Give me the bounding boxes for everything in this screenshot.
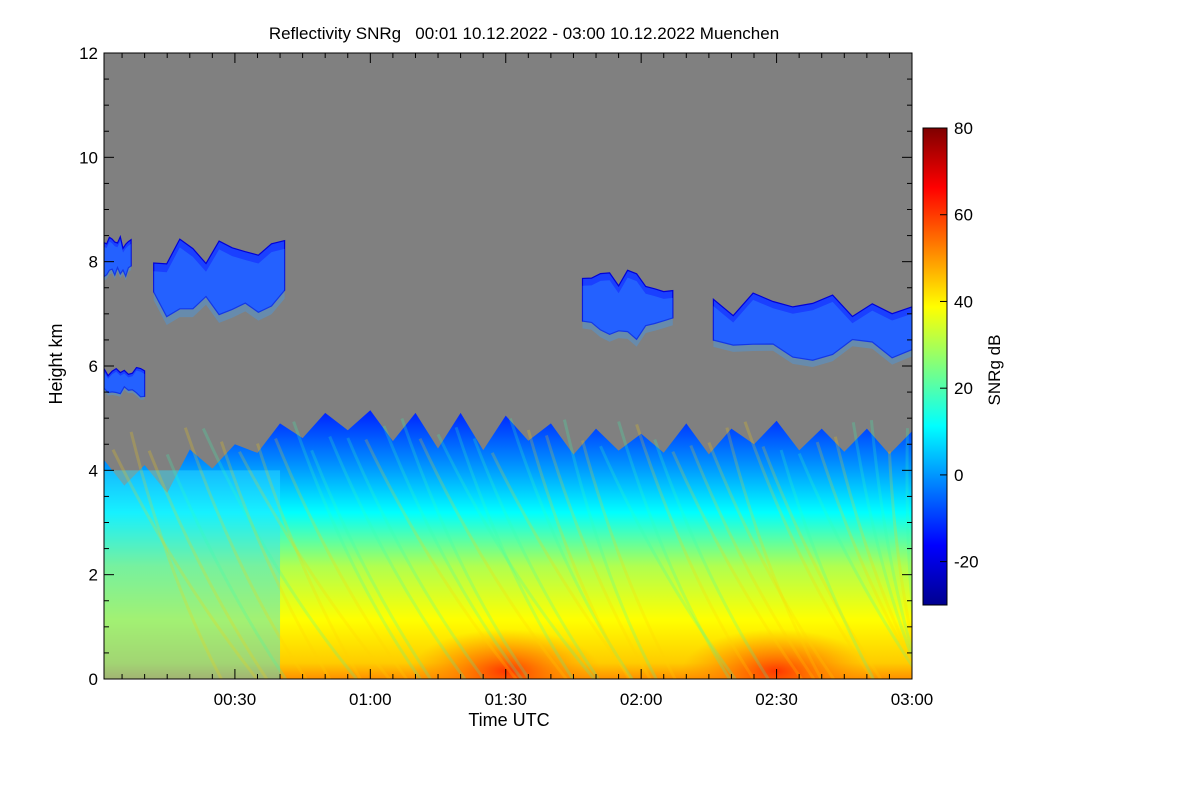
precipitation-echo bbox=[104, 410, 912, 679]
y-tick-label: 12 bbox=[79, 44, 98, 63]
fall-streak bbox=[887, 451, 912, 647]
y-tick-label: 2 bbox=[89, 566, 98, 585]
low-signal-region bbox=[104, 470, 281, 679]
fall-streak bbox=[328, 435, 467, 679]
x-tick-label: 00:30 bbox=[214, 690, 257, 709]
x-tick-label: 03:00 bbox=[891, 690, 934, 709]
fall-streak bbox=[635, 423, 755, 679]
fall-streak bbox=[183, 427, 308, 679]
fall-streak bbox=[671, 450, 803, 679]
fall-streak bbox=[707, 442, 835, 679]
y-axis: 0 2 4 6 8 10 12 bbox=[79, 44, 912, 689]
fall-streak bbox=[905, 428, 912, 621]
colorbar-tick-label: 20 bbox=[954, 379, 973, 398]
fall-streak bbox=[562, 419, 658, 679]
cloud-layer bbox=[712, 292, 912, 361]
fall-streak bbox=[797, 453, 912, 669]
chart-title: Reflectivity SNRg 00:01 10.12.2022 - 03:… bbox=[269, 24, 779, 43]
fall-streak bbox=[165, 453, 287, 679]
colorbar-tick-label: 40 bbox=[954, 292, 973, 311]
fall-streak bbox=[490, 452, 633, 679]
fall-streak bbox=[274, 438, 408, 679]
y-tick-label: 4 bbox=[89, 461, 98, 480]
fall-streak bbox=[653, 439, 770, 679]
fall-streak bbox=[851, 422, 912, 661]
fall-streak bbox=[815, 441, 912, 667]
y-tick-label: 6 bbox=[89, 357, 98, 376]
colorbar-label: SNRg dB bbox=[985, 335, 1004, 406]
fall-streak bbox=[364, 438, 518, 679]
x-tick-label: 01:30 bbox=[484, 690, 527, 709]
fall-streak bbox=[382, 425, 523, 679]
fall-streak bbox=[400, 418, 531, 679]
y-tick-label: 8 bbox=[89, 253, 98, 272]
fall-streak bbox=[454, 426, 575, 679]
y-tick-label: 10 bbox=[79, 148, 98, 167]
fall-streak bbox=[779, 449, 875, 679]
colorbar-tick-label: 80 bbox=[954, 119, 973, 138]
fall-streak bbox=[599, 445, 737, 679]
cloud-layer-core bbox=[104, 240, 132, 281]
colorbar-scale bbox=[922, 127, 948, 606]
cloud-layer bbox=[104, 234, 132, 278]
x-tick-label: 01:00 bbox=[349, 690, 392, 709]
fall-streak bbox=[617, 421, 731, 679]
colorbar-tick-label: 60 bbox=[954, 206, 973, 225]
y-axis-label: Height km bbox=[46, 323, 66, 404]
fall-streak bbox=[292, 421, 422, 679]
cloud-layer bbox=[104, 366, 146, 398]
colorbar: -20 0 20 40 60 80 SNRg dB bbox=[922, 119, 1004, 606]
fall-streak bbox=[346, 437, 486, 679]
cloud-layer bbox=[581, 269, 674, 341]
fall-streak bbox=[761, 445, 882, 679]
fall-streak bbox=[689, 444, 816, 679]
fall-streak bbox=[219, 441, 332, 679]
x-tick-label: 02:00 bbox=[620, 690, 663, 709]
fall-streak bbox=[418, 437, 568, 679]
fall-streak bbox=[581, 440, 677, 679]
fall-streak bbox=[869, 419, 912, 656]
fall-streak bbox=[526, 429, 631, 679]
fall-streak bbox=[508, 418, 634, 679]
x-axis-label: Time UTC bbox=[468, 710, 549, 730]
fall-streak bbox=[725, 427, 823, 679]
x-tick-label: 02:30 bbox=[755, 690, 798, 709]
fall-streak bbox=[436, 433, 596, 679]
fall-streak bbox=[310, 449, 432, 679]
fall-streak bbox=[472, 437, 600, 679]
x-axis: 00:30 01:00 01:30 02:00 02:30 03:00 bbox=[121, 53, 934, 709]
fall-streak bbox=[238, 450, 391, 679]
y-tick-label: 0 bbox=[89, 670, 98, 689]
cloud-layer-core bbox=[713, 299, 912, 367]
surface-maximum bbox=[410, 629, 601, 679]
colorbar-tick-label: -20 bbox=[954, 553, 979, 572]
fall-streak bbox=[833, 436, 912, 665]
cloud-layer-core bbox=[104, 370, 145, 400]
plot-area bbox=[104, 53, 912, 679]
fall-streak bbox=[544, 434, 652, 679]
cloud-layer-core bbox=[153, 247, 285, 325]
cloud-layer-core bbox=[582, 277, 673, 347]
fall-streak bbox=[743, 421, 874, 679]
colorbar-tick-label: 0 bbox=[954, 466, 963, 485]
fall-streak bbox=[111, 449, 258, 679]
fall-streak bbox=[256, 443, 362, 679]
fall-streak bbox=[201, 427, 358, 679]
cloud-layer bbox=[153, 238, 286, 318]
fall-streak bbox=[147, 450, 268, 679]
fall-streak bbox=[129, 431, 223, 679]
surface-maximum bbox=[681, 629, 872, 679]
